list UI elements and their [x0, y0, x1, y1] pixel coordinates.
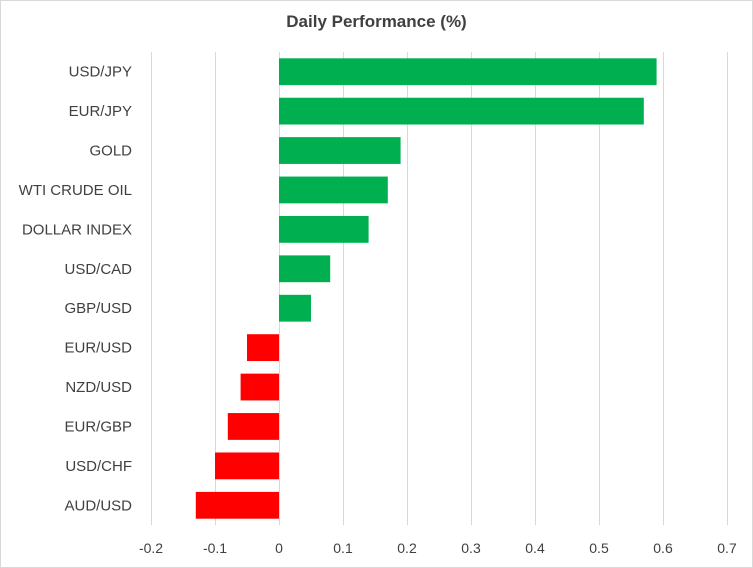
bar: [227, 413, 279, 440]
bar: [279, 137, 401, 164]
x-tick-label: 0.4: [525, 540, 545, 556]
bar: [279, 58, 657, 86]
category-label: EUR/JPY: [69, 103, 132, 120]
x-tick-label: 0.6: [653, 540, 673, 556]
bar: [195, 491, 279, 519]
bar: [279, 215, 369, 243]
category-label: USD/CAD: [64, 261, 132, 278]
x-tick-label: 0.1: [333, 540, 353, 556]
bar: [279, 176, 388, 204]
bar: [279, 294, 311, 322]
category-label: AUD/USD: [64, 497, 132, 514]
bar: [240, 373, 279, 401]
x-axis-tick-labels: -0.2 -0.1 0 0.1 0.2 0.3 0.4 0.5 0.6 0.7: [139, 540, 737, 556]
x-tick-label: 0.5: [589, 540, 609, 556]
chart-title: Daily Performance (%): [286, 12, 467, 31]
bars: [195, 58, 657, 519]
category-label: EUR/USD: [64, 340, 132, 357]
bar: [215, 452, 279, 480]
x-tick-label: 0.2: [397, 540, 417, 556]
x-tick-label: 0: [275, 540, 283, 556]
bar: [247, 334, 279, 362]
category-label: GBP/USD: [64, 300, 132, 317]
category-labels: USD/JPY EUR/JPY GOLD WTI CRUDE OIL DOLLAR IN…: [19, 64, 133, 515]
category-label: USD/JPY: [69, 64, 132, 81]
x-tick-label: 0.3: [461, 540, 481, 556]
bar: [279, 97, 644, 125]
category-label: DOLLAR INDEX: [22, 221, 132, 238]
grid-lines: [151, 52, 728, 525]
category-label: NZD/USD: [65, 379, 132, 396]
category-label: GOLD: [89, 143, 132, 160]
x-tick-label: -0.2: [139, 540, 163, 556]
bar: [279, 255, 331, 283]
category-label: WTI CRUDE OIL: [19, 182, 132, 199]
category-label: EUR/GBP: [64, 418, 132, 435]
category-label: USD/CHF: [65, 458, 132, 475]
x-tick-label: 0.7: [717, 540, 737, 556]
x-tick-label: -0.1: [203, 540, 227, 556]
